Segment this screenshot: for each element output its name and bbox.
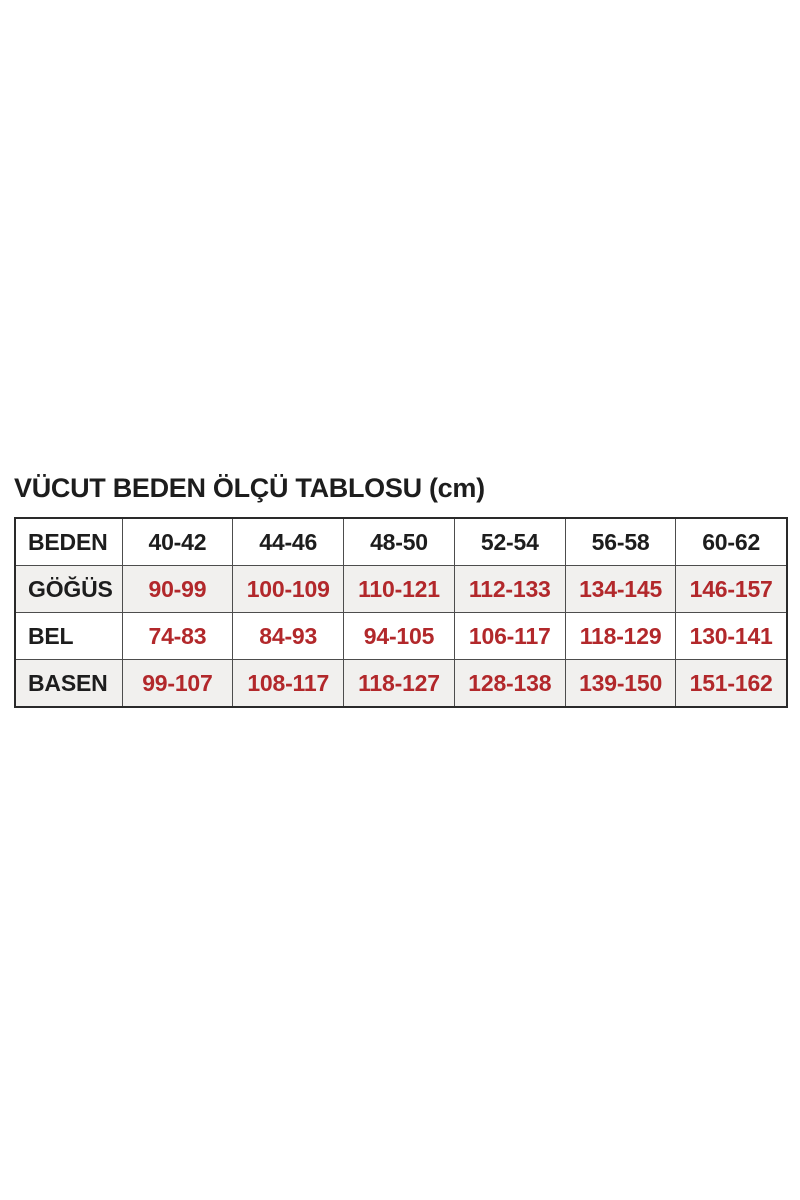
cell-gogus-60-62: 146-157	[675, 565, 788, 613]
header-cell-size-44-46: 44-46	[232, 517, 345, 566]
cell-basen-60-62: 151-162	[675, 659, 788, 708]
row-label-basen: BASEN	[14, 659, 123, 708]
cell-bel-44-46: 84-93	[232, 612, 345, 660]
header-cell-size-48-50: 48-50	[343, 517, 455, 566]
cell-basen-56-58: 139-150	[564, 659, 677, 708]
header-cell-beden: BEDEN	[14, 517, 123, 566]
size-chart-block: VÜCUT BEDEN ÖLÇÜ TABLOSU (cm) BEDEN 40-4…	[14, 472, 788, 708]
page-title: VÜCUT BEDEN ÖLÇÜ TABLOSU (cm)	[14, 473, 485, 503]
cell-bel-40-42: 74-83	[121, 612, 234, 660]
row-label-gogus: GÖĞÜS	[14, 565, 123, 613]
cell-gogus-48-50: 110-121	[343, 565, 455, 613]
table-row-basen: BASEN 99-107 108-117 118-127 128-138 139…	[14, 659, 788, 708]
table-row-gogus: GÖĞÜS 90-99 100-109 110-121 112-133 134-…	[14, 565, 788, 613]
header-cell-size-56-58: 56-58	[564, 517, 677, 566]
table-row-bel: BEL 74-83 84-93 94-105 106-117 118-129 1…	[14, 612, 788, 660]
cell-bel-52-54: 106-117	[453, 612, 566, 660]
cell-gogus-44-46: 100-109	[232, 565, 345, 613]
header-cell-size-40-42: 40-42	[121, 517, 234, 566]
cell-basen-48-50: 118-127	[343, 659, 455, 708]
row-label-bel: BEL	[14, 612, 123, 660]
cell-gogus-52-54: 112-133	[453, 565, 566, 613]
size-table: BEDEN 40-42 44-46 48-50 52-54 56-58 60-6…	[14, 517, 788, 708]
cell-gogus-40-42: 90-99	[121, 565, 234, 613]
cell-gogus-56-58: 134-145	[564, 565, 677, 613]
header-cell-size-60-62: 60-62	[675, 517, 788, 566]
table-header-row: BEDEN 40-42 44-46 48-50 52-54 56-58 60-6…	[14, 517, 788, 566]
cell-bel-48-50: 94-105	[343, 612, 455, 660]
cell-basen-40-42: 99-107	[121, 659, 234, 708]
cell-bel-60-62: 130-141	[675, 612, 788, 660]
cell-basen-52-54: 128-138	[453, 659, 566, 708]
cell-bel-56-58: 118-129	[564, 612, 677, 660]
header-cell-size-52-54: 52-54	[453, 517, 566, 566]
cell-basen-44-46: 108-117	[232, 659, 345, 708]
